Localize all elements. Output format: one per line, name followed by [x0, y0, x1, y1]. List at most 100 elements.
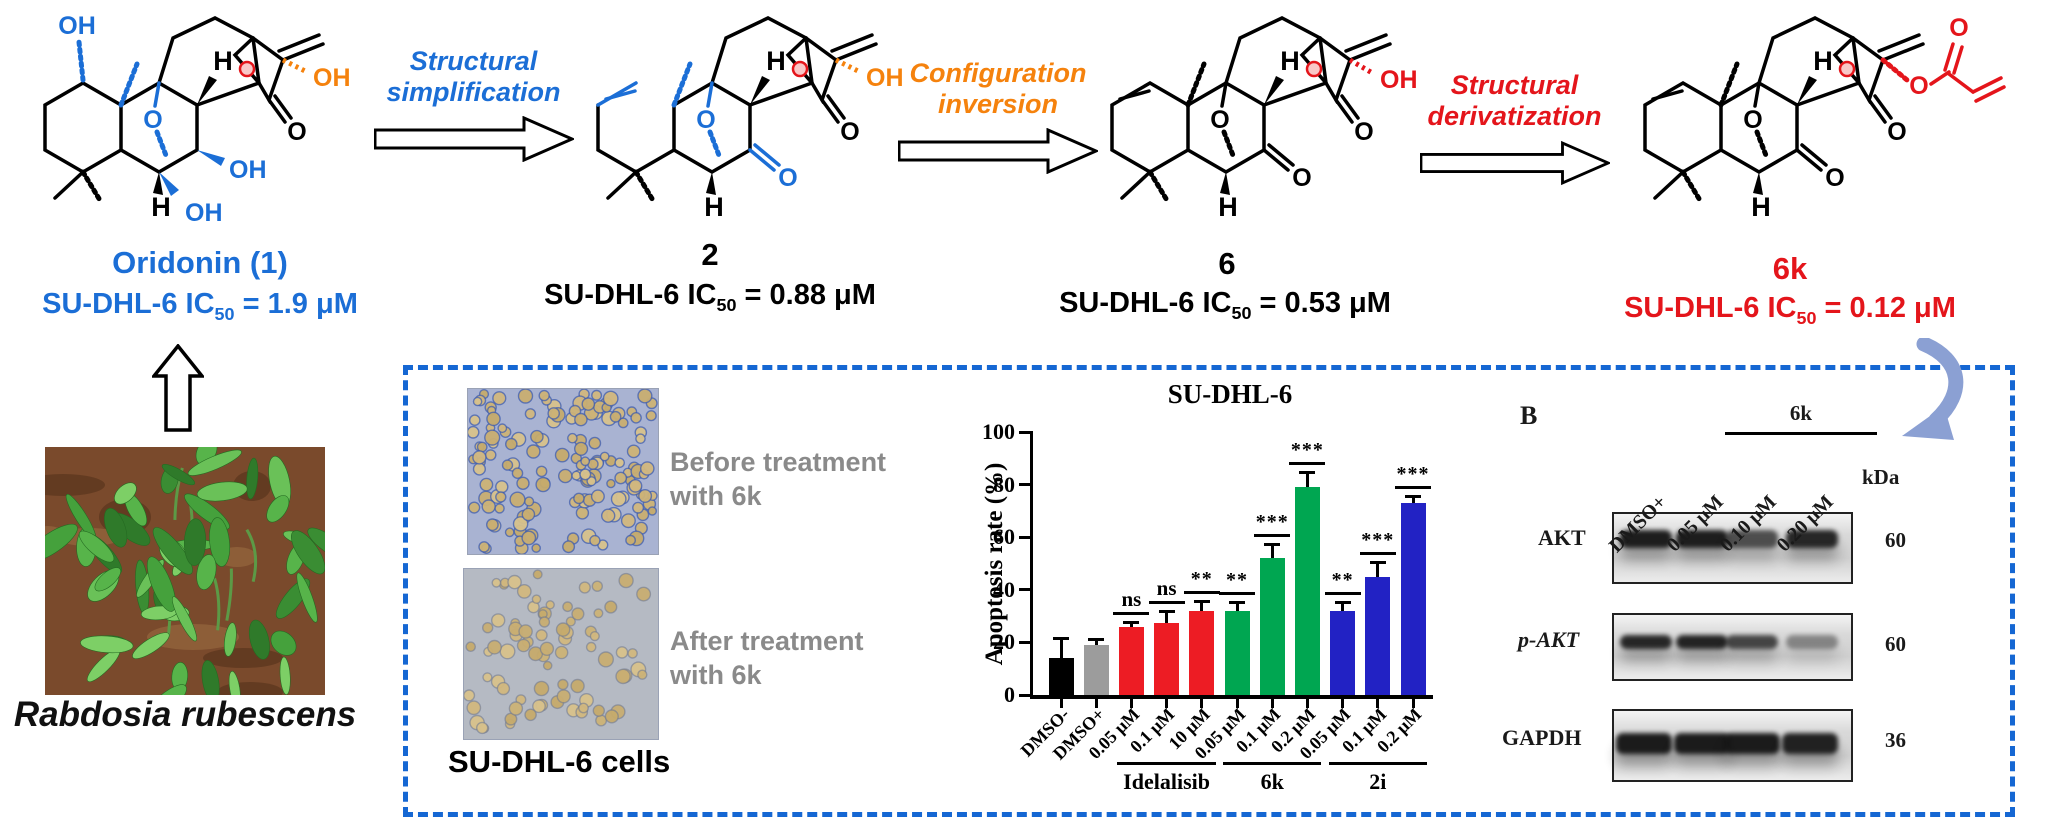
cell [526, 444, 541, 459]
blot-group-label: 6k [1789, 401, 1813, 425]
protein-band [1782, 733, 1838, 754]
atom-label: H [213, 46, 233, 76]
cell [571, 470, 582, 481]
cell [580, 456, 591, 467]
cell [618, 572, 634, 589]
ic50-value: = 1.9 μM [234, 288, 358, 320]
cell [494, 503, 505, 514]
error-bar [1376, 563, 1380, 577]
cell [571, 607, 585, 621]
leaf [228, 670, 241, 695]
error-bar-cap [1299, 471, 1316, 475]
x-tick [1411, 699, 1415, 708]
atom-label: OH [1380, 66, 1418, 94]
y-tick-label: 80 [993, 471, 1015, 497]
cell [491, 613, 506, 628]
leaf [209, 517, 231, 567]
cell [615, 646, 629, 659]
leaf [161, 464, 196, 486]
error-bar-cap [1405, 494, 1421, 498]
cell [535, 476, 551, 493]
significance-line [1113, 612, 1150, 615]
cell [484, 429, 501, 446]
cell [575, 506, 590, 520]
leaf [248, 619, 270, 660]
atom-label: O [1949, 14, 1968, 42]
cell [637, 669, 648, 680]
cell [647, 506, 658, 516]
cell [600, 508, 616, 523]
error-bar-cap [1264, 543, 1281, 547]
bar [1154, 622, 1180, 695]
protein-band [1620, 530, 1672, 548]
atom-label: H [1751, 192, 1771, 222]
ic50-sub: 50 [1231, 302, 1252, 323]
transform-label: Configuration inversion [893, 58, 1103, 120]
cell [530, 429, 544, 444]
cell [524, 408, 537, 420]
microscopy-before-image [467, 388, 659, 555]
cell [645, 410, 657, 422]
cell [586, 476, 597, 487]
group-line [1117, 762, 1216, 765]
cell [620, 513, 636, 529]
y-tick [1019, 483, 1033, 487]
acrylate-bonds [1880, 42, 2006, 103]
cell [524, 708, 537, 722]
error-bar-cap [1369, 560, 1386, 564]
atom-label: O [1743, 106, 1762, 134]
leaf [94, 567, 121, 592]
leaf [223, 622, 237, 657]
blot-kda-value: 36 [1885, 728, 1906, 752]
cell [638, 488, 653, 503]
transform-line2: simplification [386, 77, 561, 108]
atom-label: OH [58, 12, 96, 40]
cell [591, 580, 604, 592]
error-bar [1341, 604, 1345, 611]
atom-label: OH [185, 199, 223, 227]
blot-box-akt [1612, 512, 1853, 584]
atom-label: O [778, 164, 797, 192]
atom-label: O [1292, 164, 1311, 192]
curved-arrow-down-icon [1902, 338, 1964, 440]
cell [597, 651, 615, 668]
cell [589, 534, 601, 547]
wedge-bond [159, 172, 179, 196]
plot-area: 0 20 40 60 80 100 DMSO- DMSO+ ns 0.05 μM ns 0.1 μM *… [982, 419, 1433, 794]
cell [491, 577, 502, 588]
compound-ic50: SU-DHL-6 IC50 = 1.9 μM [0, 288, 400, 325]
y-tick [1019, 588, 1033, 592]
cell [632, 501, 645, 514]
blue-bonds [76, 39, 170, 161]
ic50-prefix: SU-DHL-6 IC [1624, 292, 1797, 324]
cell [492, 391, 507, 406]
group-label: 2i [1369, 769, 1387, 794]
wedge-bond [1797, 76, 1817, 105]
cell [508, 701, 524, 716]
significance-label: *** [1255, 511, 1289, 534]
cell [482, 672, 493, 683]
significance-label: ** [1190, 567, 1213, 590]
wedge-bond [153, 172, 163, 195]
bar [1294, 487, 1320, 695]
leaf [104, 507, 128, 548]
atom-label: O [1887, 118, 1906, 146]
y-tick [1019, 535, 1033, 539]
ic50-value: = 0.53 μM [1251, 287, 1391, 319]
cell [579, 468, 592, 481]
y-tick [1019, 640, 1033, 644]
error-bar [1094, 641, 1098, 646]
cell [578, 702, 589, 714]
cell [501, 459, 514, 471]
cell [554, 645, 569, 660]
cell [466, 700, 482, 716]
results-dashed-box [403, 365, 2015, 817]
error-bar-cap [1334, 601, 1351, 605]
x-tick [1305, 699, 1309, 708]
cell [614, 471, 628, 485]
cell [531, 543, 541, 553]
y-tick-label: 0 [1004, 682, 1015, 707]
atom-label: O [696, 106, 715, 134]
bar [1259, 558, 1285, 695]
y-tick [1019, 693, 1033, 697]
